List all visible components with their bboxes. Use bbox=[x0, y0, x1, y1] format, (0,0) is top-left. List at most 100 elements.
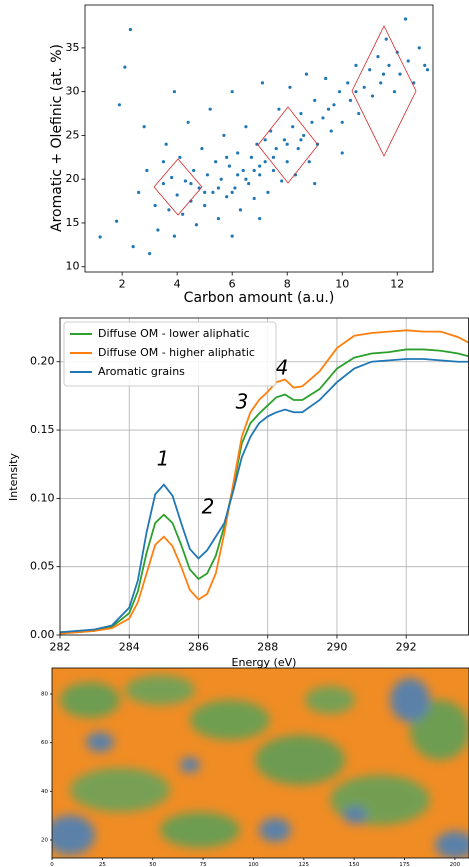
point bbox=[299, 111, 303, 116]
y-tick-label: 0.05 bbox=[30, 560, 55, 573]
point bbox=[354, 90, 358, 94]
point bbox=[263, 160, 267, 164]
point bbox=[131, 245, 135, 249]
point bbox=[227, 164, 232, 168]
point bbox=[238, 208, 243, 212]
point bbox=[403, 17, 408, 21]
y-tick-label: 10 bbox=[66, 260, 80, 273]
point bbox=[230, 90, 234, 94]
point bbox=[258, 173, 262, 177]
legend-box bbox=[63, 321, 277, 387]
point bbox=[299, 138, 303, 142]
point bbox=[296, 146, 300, 151]
y-tick-label: 0.15 bbox=[30, 423, 55, 436]
point bbox=[258, 217, 262, 221]
point bbox=[172, 90, 177, 94]
point bbox=[321, 116, 325, 120]
point bbox=[211, 190, 215, 194]
point bbox=[379, 81, 383, 85]
cluster-region bbox=[351, 25, 417, 157]
point bbox=[142, 125, 146, 129]
x-tick-label: 75 bbox=[200, 862, 207, 867]
x-tick-label: 10 bbox=[335, 277, 349, 290]
x-tick-label: 292 bbox=[396, 640, 417, 653]
x-tick-label: 290 bbox=[326, 640, 347, 653]
point bbox=[282, 138, 287, 142]
x-tick-label: 125 bbox=[299, 862, 310, 867]
point bbox=[247, 181, 251, 186]
annotation: 2 bbox=[202, 495, 215, 519]
x-tick-label: 8 bbox=[284, 277, 291, 290]
point bbox=[148, 252, 152, 256]
point bbox=[219, 177, 223, 181]
plot-frame bbox=[84, 4, 434, 273]
x-tick-label: 150 bbox=[349, 862, 360, 867]
point bbox=[384, 37, 388, 41]
point bbox=[164, 142, 168, 146]
point bbox=[370, 94, 375, 98]
annotation: 4 bbox=[276, 356, 289, 380]
point bbox=[216, 186, 221, 190]
series-line bbox=[59, 358, 469, 634]
point bbox=[329, 129, 333, 133]
point bbox=[310, 120, 314, 124]
point bbox=[381, 72, 386, 76]
point bbox=[244, 177, 248, 181]
point bbox=[156, 228, 160, 232]
point bbox=[115, 219, 119, 223]
point bbox=[271, 155, 276, 159]
point bbox=[200, 146, 204, 151]
point bbox=[249, 155, 254, 159]
legend-label: Diffuse OM - lower aliphatic bbox=[98, 327, 250, 340]
x-tick-label: 0 bbox=[50, 862, 54, 867]
point bbox=[263, 138, 267, 142]
y-tick-label: 35 bbox=[66, 41, 80, 54]
point bbox=[324, 76, 328, 81]
point bbox=[392, 90, 397, 94]
point bbox=[230, 234, 234, 238]
point bbox=[354, 63, 358, 68]
annotation: 1 bbox=[157, 447, 170, 471]
point bbox=[225, 195, 229, 199]
plot-frame bbox=[51, 667, 469, 859]
point bbox=[123, 65, 127, 69]
point bbox=[340, 151, 344, 155]
y-tick-label: 20 bbox=[66, 172, 80, 185]
point bbox=[266, 190, 270, 194]
point bbox=[357, 111, 361, 116]
point bbox=[271, 168, 276, 173]
point bbox=[98, 235, 102, 239]
x-tick-label: 282 bbox=[50, 640, 71, 653]
point bbox=[216, 217, 221, 221]
point bbox=[214, 160, 218, 164]
point bbox=[260, 81, 265, 85]
y-tick-label: 40 bbox=[41, 789, 48, 795]
point bbox=[225, 155, 229, 159]
y-tick-label: 0.10 bbox=[30, 491, 55, 504]
point bbox=[274, 146, 278, 151]
x-tick-label: 100 bbox=[248, 862, 259, 867]
x-tick-label: 200 bbox=[450, 862, 461, 867]
point bbox=[368, 68, 372, 72]
legend-label: Diffuse OM - higher aliphatic bbox=[98, 346, 255, 359]
point bbox=[230, 190, 234, 194]
point bbox=[362, 85, 366, 89]
point bbox=[181, 212, 185, 216]
x-tick-label: 286 bbox=[188, 640, 209, 653]
y-tick-label: 20 bbox=[41, 837, 48, 843]
x-tick-label: 4 bbox=[174, 277, 181, 290]
point bbox=[208, 107, 212, 111]
point bbox=[313, 98, 317, 103]
point bbox=[376, 55, 380, 59]
point bbox=[348, 98, 353, 103]
point bbox=[117, 103, 121, 107]
point bbox=[203, 203, 207, 208]
point bbox=[192, 168, 196, 173]
point bbox=[346, 81, 350, 85]
map-image bbox=[52, 668, 469, 858]
point bbox=[412, 81, 416, 85]
point bbox=[178, 155, 182, 159]
point bbox=[288, 85, 292, 89]
y-axis-label: Aromatic + Olefinic (at. %) bbox=[49, 44, 65, 232]
